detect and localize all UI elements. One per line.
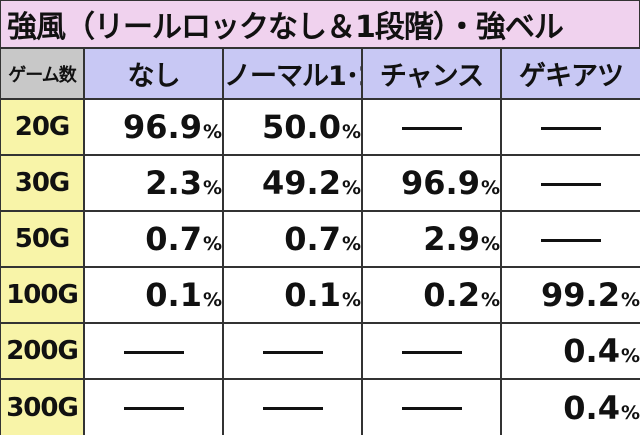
percent-sign: % <box>620 289 640 311</box>
rates-table: ゲーム数 なし ノーマル1･2 チャンス ゲキアツ 20G 96.9% 50.0% 3… <box>1 49 640 435</box>
rate-cell-chance: 2.9% <box>361 210 502 268</box>
rate-cell-none: 0.7% <box>83 210 224 268</box>
dash-mark <box>401 350 462 354</box>
page-title: 強風（リールロックなし＆1段階）・強ベル <box>1 1 639 49</box>
rate-value: 0.7 <box>284 220 341 258</box>
games-cell: 20G <box>1 98 85 156</box>
rate-cell-chance: 0.2% <box>361 266 502 324</box>
rate-value: 0.1 <box>284 276 341 314</box>
rate-cell-gekiatsu: 99.2% <box>500 266 640 324</box>
percent-sign: % <box>341 121 361 143</box>
rate-cell-normal: 0.1% <box>222 266 363 324</box>
percent-sign: % <box>480 233 500 255</box>
games-cell: 300G <box>1 378 85 435</box>
rate-value: 0.4 <box>563 388 620 427</box>
empty-cell-chance <box>361 322 502 380</box>
rate-cell-chance: 96.9% <box>361 154 502 212</box>
empty-cell-chance <box>361 378 502 435</box>
percent-sign: % <box>202 177 222 199</box>
column-header-normal: ノーマル1･2 <box>222 49 363 100</box>
table-header-row: ゲーム数 なし ノーマル1･2 チャンス ゲキアツ <box>1 49 640 100</box>
dash-mark <box>262 407 323 410</box>
rate-cell-gekiatsu: 0.4% <box>500 322 640 380</box>
empty-cell-chance <box>361 98 502 156</box>
rate-value: 0.7 <box>145 220 202 258</box>
rate-value: 49.2 <box>262 164 341 202</box>
table-row: 100G 0.1% 0.1% 0.2% 99.2% <box>1 266 640 324</box>
rate-cell-none: 96.9% <box>83 98 224 156</box>
dash-mark <box>541 126 601 130</box>
table-row: 20G 96.9% 50.0% <box>1 98 640 156</box>
games-cell: 100G <box>1 266 85 324</box>
rate-value: 0.4 <box>563 332 620 370</box>
rate-value: 0.1 <box>145 276 202 314</box>
dash-mark <box>541 182 601 186</box>
rate-value: 2.9 <box>423 220 480 258</box>
table-row: 300G 0.4% <box>1 378 640 435</box>
empty-cell-normal <box>222 378 363 435</box>
rate-value: 2.3 <box>145 164 202 202</box>
dash-mark <box>401 126 462 130</box>
rate-cell-normal: 0.7% <box>222 210 363 268</box>
games-cell: 50G <box>1 210 85 268</box>
percent-sign: % <box>620 401 640 424</box>
percent-sign: % <box>202 289 222 311</box>
empty-cell-gekiatsu <box>500 210 640 268</box>
rate-cell-normal: 49.2% <box>222 154 363 212</box>
rate-value: 50.0 <box>262 108 341 146</box>
table-row: 50G 0.7% 0.7% 2.9% <box>1 210 640 268</box>
games-cell: 30G <box>1 154 85 212</box>
column-header-none: なし <box>83 49 224 100</box>
empty-cell-none <box>83 322 224 380</box>
dash-mark <box>541 238 601 242</box>
percent-sign: % <box>341 177 361 199</box>
dash-mark <box>262 350 323 354</box>
rate-cell-none: 0.1% <box>83 266 224 324</box>
table-row: 200G 0.4% <box>1 322 640 380</box>
percent-sign: % <box>202 121 222 143</box>
empty-cell-gekiatsu <box>500 154 640 212</box>
rate-cell-none: 2.3% <box>83 154 224 212</box>
empty-cell-gekiatsu <box>500 98 640 156</box>
table-row: 30G 2.3% 49.2% 96.9% <box>1 154 640 212</box>
column-header-chance: チャンス <box>361 49 502 100</box>
percent-sign: % <box>341 233 361 255</box>
rate-cell-normal: 50.0% <box>222 98 363 156</box>
empty-cell-normal <box>222 322 363 380</box>
games-header: ゲーム数 <box>1 49 85 100</box>
empty-cell-none <box>83 378 224 435</box>
rate-value: 96.9 <box>401 164 480 202</box>
percent-sign: % <box>202 233 222 255</box>
rate-value: 96.9 <box>123 108 202 146</box>
dash-mark <box>123 407 184 410</box>
games-cell: 200G <box>1 322 85 380</box>
percent-sign: % <box>480 177 500 199</box>
percent-sign: % <box>620 345 640 367</box>
percent-sign: % <box>341 289 361 311</box>
percent-sign: % <box>480 289 500 311</box>
column-header-gekiatsu: ゲキアツ <box>500 49 640 100</box>
rate-cell-gekiatsu: 0.4% <box>500 378 640 435</box>
rate-value: 99.2 <box>541 276 620 314</box>
rate-value: 0.2 <box>423 276 480 314</box>
dash-mark <box>123 350 184 354</box>
dash-mark <box>401 407 462 410</box>
